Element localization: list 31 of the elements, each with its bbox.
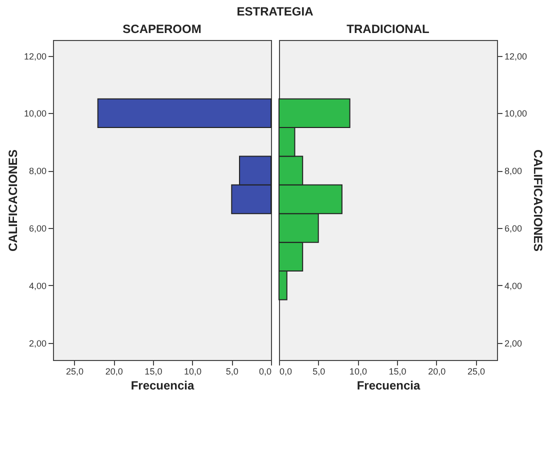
x-tick-label: 15,0 <box>388 366 406 376</box>
y-tick-label: 12,00 <box>504 51 528 62</box>
chart-title: SCAPEROOM <box>122 22 202 36</box>
x-tick-label: 20,0 <box>428 366 446 376</box>
y-tick-label: 10,00 <box>504 108 528 119</box>
y-axis-title: CALIFICACIONES <box>531 150 546 252</box>
y-tick-label: 2,00 <box>504 338 522 348</box>
y-tick-label: 4,00 <box>28 280 46 291</box>
x-tick-label: 0,0 <box>258 366 272 376</box>
x-tick-label: 25,0 <box>66 366 84 376</box>
y-tick-label: 4,00 <box>504 280 522 291</box>
y-tick-label: 8,00 <box>28 166 46 176</box>
y-tick-label: 12,00 <box>24 51 46 62</box>
x-tick-label: 5,0 <box>312 366 326 376</box>
y-tick-label: 8,00 <box>504 166 522 176</box>
x-tick-label: 10,0 <box>184 366 202 376</box>
y-tick-label: 6,00 <box>28 223 46 234</box>
x-tick-label: 15,0 <box>144 366 162 376</box>
x-axis-title: Frecuencia <box>356 378 420 392</box>
x-tick-label: 20,0 <box>105 366 123 376</box>
chart-title: TRADICIONAL <box>346 22 430 36</box>
x-axis-title: Frecuencia <box>130 378 194 392</box>
y-tick-label: 6,00 <box>504 223 522 234</box>
y-axis-title: CALIFICACIONES <box>6 150 20 252</box>
x-tick-label: 10,0 <box>349 366 367 376</box>
text: ESTRATEGIA <box>236 4 314 18</box>
x-tick-label: 25,0 <box>467 366 486 376</box>
y-tick-label: 2,00 <box>28 338 46 348</box>
x-tick-label: 0,0 <box>280 366 292 376</box>
y-tick-label: 10,00 <box>24 108 46 119</box>
x-tick-label: 5,0 <box>226 366 238 376</box>
